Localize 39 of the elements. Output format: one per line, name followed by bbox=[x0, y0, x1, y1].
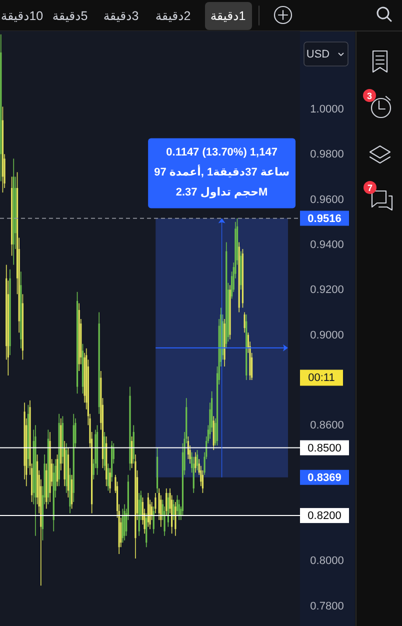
candlestick bbox=[196, 450, 198, 471]
text: 3 bbox=[366, 91, 372, 101]
candlestick bbox=[166, 488, 168, 516]
ref-line-label: 0.8200 bbox=[308, 510, 342, 522]
annotation: ساعة 37دقيقة1 ,أعمدة 97 bbox=[154, 166, 290, 179]
y-tick-label: 0.8000 bbox=[310, 555, 344, 568]
annotation: 00:11 bbox=[308, 372, 335, 384]
ref-line-label: 0.9516 bbox=[308, 212, 342, 225]
text: USD bbox=[306, 48, 330, 60]
text: 2دقيقة bbox=[155, 8, 191, 23]
candlestick bbox=[194, 452, 196, 474]
y-tick-label: 0.9000 bbox=[310, 329, 344, 342]
candlestick bbox=[244, 312, 246, 333]
y-tick-label: 0.9200 bbox=[310, 284, 344, 296]
candlestick bbox=[176, 494, 178, 516]
candlestick bbox=[174, 502, 176, 536]
candlestick bbox=[202, 470, 204, 494]
text: 7 bbox=[367, 183, 373, 193]
candlestick bbox=[178, 499, 180, 520]
text: 1دقيقة bbox=[210, 8, 246, 23]
text: 10دقيقة bbox=[0, 8, 44, 23]
annotation: 0.1147 (13.70%) 1,147 bbox=[166, 146, 278, 159]
y-tick-label: 0.9800 bbox=[310, 148, 344, 161]
y-tick-label: 0.9600 bbox=[310, 194, 344, 206]
candlestick bbox=[56, 454, 58, 487]
y-tick-label: 0.7800 bbox=[310, 600, 344, 612]
text: 5دقيقة bbox=[52, 8, 88, 23]
candlestick bbox=[172, 499, 174, 520]
candlestick bbox=[154, 492, 156, 514]
y-tick-label: 1.0000 bbox=[310, 103, 344, 116]
y-tick-label: 0.9400 bbox=[310, 238, 344, 251]
candlestick bbox=[122, 508, 124, 544]
annotation: Mحجم تداول 2.37 bbox=[176, 186, 268, 199]
ref-line-label: 0.8500 bbox=[308, 442, 342, 454]
candlestick bbox=[109, 468, 111, 494]
y-tick-label: 0.8600 bbox=[310, 420, 344, 432]
band-label: 0.8369 bbox=[308, 472, 342, 484]
candlestick bbox=[107, 463, 109, 492]
text: 3دقيقة bbox=[103, 8, 139, 23]
